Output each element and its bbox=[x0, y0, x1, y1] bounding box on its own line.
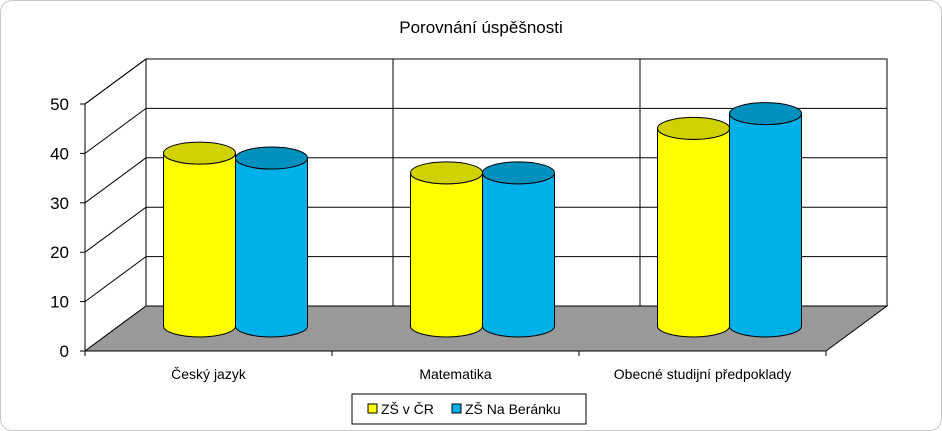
bar-top bbox=[482, 161, 555, 185]
legend-swatch bbox=[367, 403, 378, 414]
bar-top bbox=[729, 102, 802, 126]
bar-top bbox=[410, 161, 483, 185]
x-tick-label: Obecné studijní předpoklady bbox=[614, 366, 791, 382]
bar-top bbox=[235, 146, 308, 170]
gridline-side bbox=[84, 157, 147, 204]
chart-bars bbox=[163, 102, 802, 338]
bar-top bbox=[163, 141, 236, 165]
bar-cylinder bbox=[163, 141, 236, 338]
bar-body bbox=[235, 157, 308, 338]
bar-cylinder bbox=[729, 102, 802, 338]
y-axis: 0 10 20 30 40 50 bbox=[50, 95, 85, 361]
legend-box bbox=[351, 393, 587, 425]
y-tick-label: 0 bbox=[60, 342, 69, 361]
x-tick-label: Český jazyk bbox=[171, 366, 247, 382]
y-tick-label: 40 bbox=[50, 144, 69, 163]
legend-label: ZŠ Na Beránku bbox=[465, 401, 561, 417]
bar-cylinder bbox=[235, 146, 308, 338]
legend-label: ZŠ v ČR bbox=[381, 401, 434, 417]
y-tick-label: 20 bbox=[50, 243, 69, 262]
bar-body bbox=[482, 172, 555, 338]
x-axis: Český jazyk Matematika Obecné studijní pře… bbox=[84, 350, 827, 382]
bar-cylinder bbox=[482, 161, 555, 338]
gridline-side bbox=[84, 206, 147, 253]
bar-top bbox=[657, 116, 730, 140]
gridline-side bbox=[84, 107, 147, 154]
bar-body bbox=[410, 172, 483, 338]
bar-cylinder bbox=[657, 116, 730, 338]
y-tick-label: 30 bbox=[50, 194, 69, 213]
y-tick-label: 50 bbox=[50, 95, 69, 114]
legend-swatch bbox=[451, 403, 462, 414]
bar-body bbox=[729, 113, 802, 338]
bar-cylinder bbox=[410, 161, 483, 338]
y-tick-label: 10 bbox=[50, 293, 69, 312]
gridline-side bbox=[84, 256, 147, 303]
side-wall bbox=[84, 58, 147, 352]
x-tick-label: Matematika bbox=[419, 366, 492, 382]
bar-body bbox=[657, 128, 730, 338]
gridline-side bbox=[84, 58, 147, 105]
chart-legend: ZŠ v ČR ZŠ Na Beránku bbox=[351, 393, 587, 425]
bar-body bbox=[163, 153, 236, 338]
chart-title: Porovnání úspěšnosti bbox=[399, 18, 563, 37]
